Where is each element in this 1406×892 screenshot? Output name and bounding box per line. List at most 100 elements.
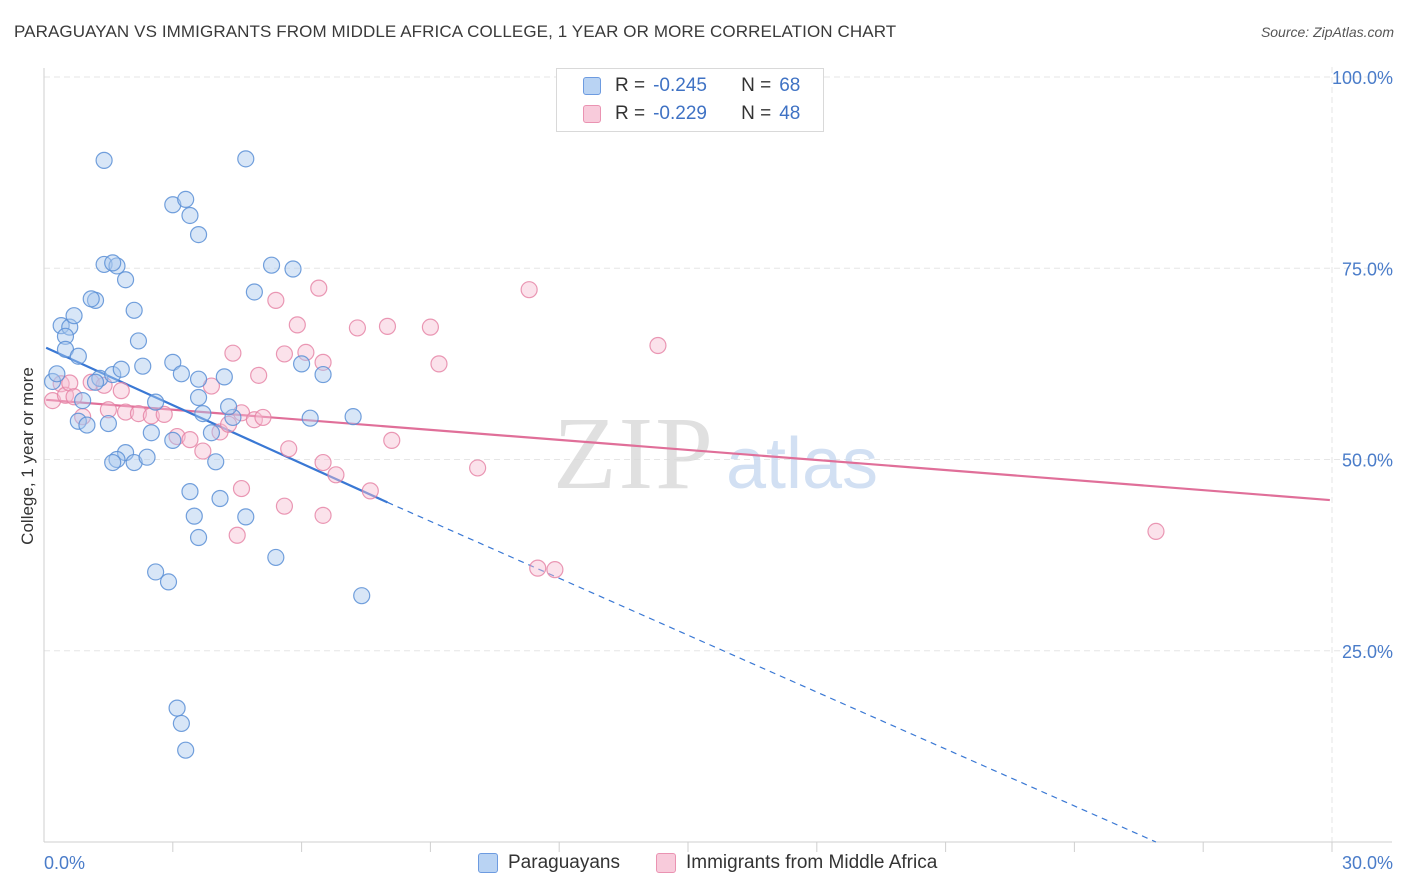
data-point-middle-africa	[288, 316, 306, 334]
data-point-middle-africa	[314, 453, 332, 472]
data-point-paraguayans	[164, 431, 182, 449]
data-point-middle-africa	[383, 431, 401, 449]
data-point-middle-africa	[378, 317, 397, 335]
data-point-paraguayans	[82, 290, 100, 308]
data-point-paraguayans	[74, 391, 92, 410]
data-point-middle-africa	[232, 479, 251, 498]
grid-lines	[44, 67, 1392, 842]
data-point-middle-africa	[546, 561, 564, 579]
legend-swatch-blue	[583, 77, 601, 95]
data-point-paraguayans	[237, 508, 255, 526]
data-point-middle-africa	[142, 407, 160, 425]
tick-labels: 100.0% 75.0% 50.0% 25.0% 0.0% 30.0%	[44, 68, 1393, 873]
data-point-paraguayans	[164, 353, 182, 371]
data-point-paraguayans	[267, 548, 285, 567]
data-point-middle-africa	[112, 382, 130, 400]
data-point-paraguayans	[125, 301, 143, 319]
data-point-paraguayans	[211, 489, 229, 508]
data-point-middle-africa	[250, 366, 268, 384]
data-point-middle-africa	[430, 355, 448, 373]
data-point-middle-africa	[43, 391, 62, 410]
x-tick-label: 0.0%	[44, 853, 85, 873]
data-point-paraguayans	[189, 370, 208, 388]
data-point-paraguayans	[99, 414, 118, 433]
data-point-middle-africa	[310, 279, 328, 297]
data-point-middle-africa	[99, 401, 118, 419]
legend-item-middle-africa: Immigrants from Middle Africa	[656, 852, 937, 874]
data-point-paraguayans	[52, 317, 70, 335]
y-tick-label: 25.0%	[1342, 642, 1393, 662]
data-point-middle-africa	[529, 559, 547, 577]
legend-n-label: N =	[741, 75, 772, 96]
legend-r-value: -0.245	[653, 75, 707, 96]
data-point-paraguayans	[181, 483, 199, 501]
data-point-middle-africa	[61, 374, 79, 392]
data-point-paraguayans	[181, 206, 199, 225]
data-point-paraguayans	[284, 260, 302, 278]
data-point-paraguayans	[142, 424, 160, 442]
data-point-middle-africa	[469, 459, 487, 477]
data-point-paraguayans	[69, 347, 87, 365]
legend-swatch-blue	[478, 853, 498, 873]
chart-title: PARAGUAYAN VS IMMIGRANTS FROM MIDDLE AFR…	[14, 22, 897, 41]
legend-r-label: R =	[615, 75, 646, 96]
data-point-paraguayans	[48, 365, 66, 383]
data-point-paraguayans	[65, 307, 83, 325]
legend-n-label: N =	[741, 103, 772, 124]
data-point-paraguayans	[69, 412, 87, 430]
data-point-middle-africa	[520, 281, 538, 299]
legend-item-paraguayans: Paraguayans	[478, 852, 620, 874]
data-point-middle-africa	[361, 482, 379, 500]
data-point-middle-africa	[314, 353, 332, 371]
trend-line-middle-africa	[46, 398, 1330, 502]
series-legend: Paraguayans Immigrants from Middle Afric…	[0, 852, 1406, 878]
data-point-paraguayans	[56, 327, 75, 345]
data-point-middle-africa	[181, 431, 199, 449]
data-point-middle-africa	[267, 291, 285, 309]
data-points	[43, 150, 1165, 759]
data-point-paraguayans	[185, 507, 203, 525]
legend-label-middle-africa: Immigrants from Middle Africa	[686, 852, 938, 873]
data-point-paraguayans	[95, 151, 113, 169]
axes	[43, 68, 1392, 852]
legend-row-middle-africa: R = -0.229 N = 48	[583, 101, 800, 127]
data-point-middle-africa	[1147, 522, 1165, 541]
watermark: ZIP atlas	[553, 396, 878, 511]
legend-label-paraguayans: Paraguayans	[508, 852, 620, 873]
data-point-middle-africa	[327, 466, 345, 484]
data-point-paraguayans	[177, 741, 195, 759]
legend-n-value: 68	[779, 75, 801, 96]
source-credit: Source: ZipAtlas.com	[1260, 24, 1394, 40]
data-point-paraguayans	[138, 448, 156, 466]
data-point-paraguayans	[262, 256, 281, 274]
correlation-legend: R = -0.245 N = 68 R = -0.229 N = 48	[556, 68, 824, 132]
data-point-paraguayans	[78, 416, 96, 434]
data-point-paraguayans	[353, 587, 371, 605]
trend-line-paraguayans-extension	[387, 501, 1157, 843]
data-point-middle-africa	[649, 336, 667, 355]
data-point-middle-africa	[280, 440, 298, 458]
data-point-middle-africa	[224, 344, 242, 362]
data-point-paraguayans	[207, 453, 225, 471]
data-point-paraguayans	[129, 332, 148, 350]
data-point-paraguayans	[104, 365, 122, 384]
legend-n-value: 48	[779, 103, 801, 124]
data-point-paraguayans	[125, 453, 143, 472]
data-point-paraguayans	[189, 528, 208, 547]
y-tick-label: 75.0%	[1342, 259, 1393, 279]
data-point-paraguayans	[104, 254, 122, 272]
data-point-middle-africa	[155, 405, 173, 423]
data-point-middle-africa	[194, 442, 212, 460]
data-point-paraguayans	[202, 424, 221, 442]
data-point-paraguayans	[189, 225, 208, 244]
data-point-middle-africa	[421, 318, 439, 336]
data-point-paraguayans	[104, 453, 122, 472]
data-point-middle-africa	[275, 345, 294, 363]
data-point-middle-africa	[82, 373, 100, 391]
legend-r-value: -0.229	[653, 103, 707, 124]
data-point-paraguayans	[86, 373, 105, 391]
data-point-middle-africa	[254, 408, 272, 427]
data-point-paraguayans	[237, 150, 255, 168]
watermark-zip: ZIP	[553, 396, 715, 511]
data-point-paraguayans	[314, 365, 332, 384]
